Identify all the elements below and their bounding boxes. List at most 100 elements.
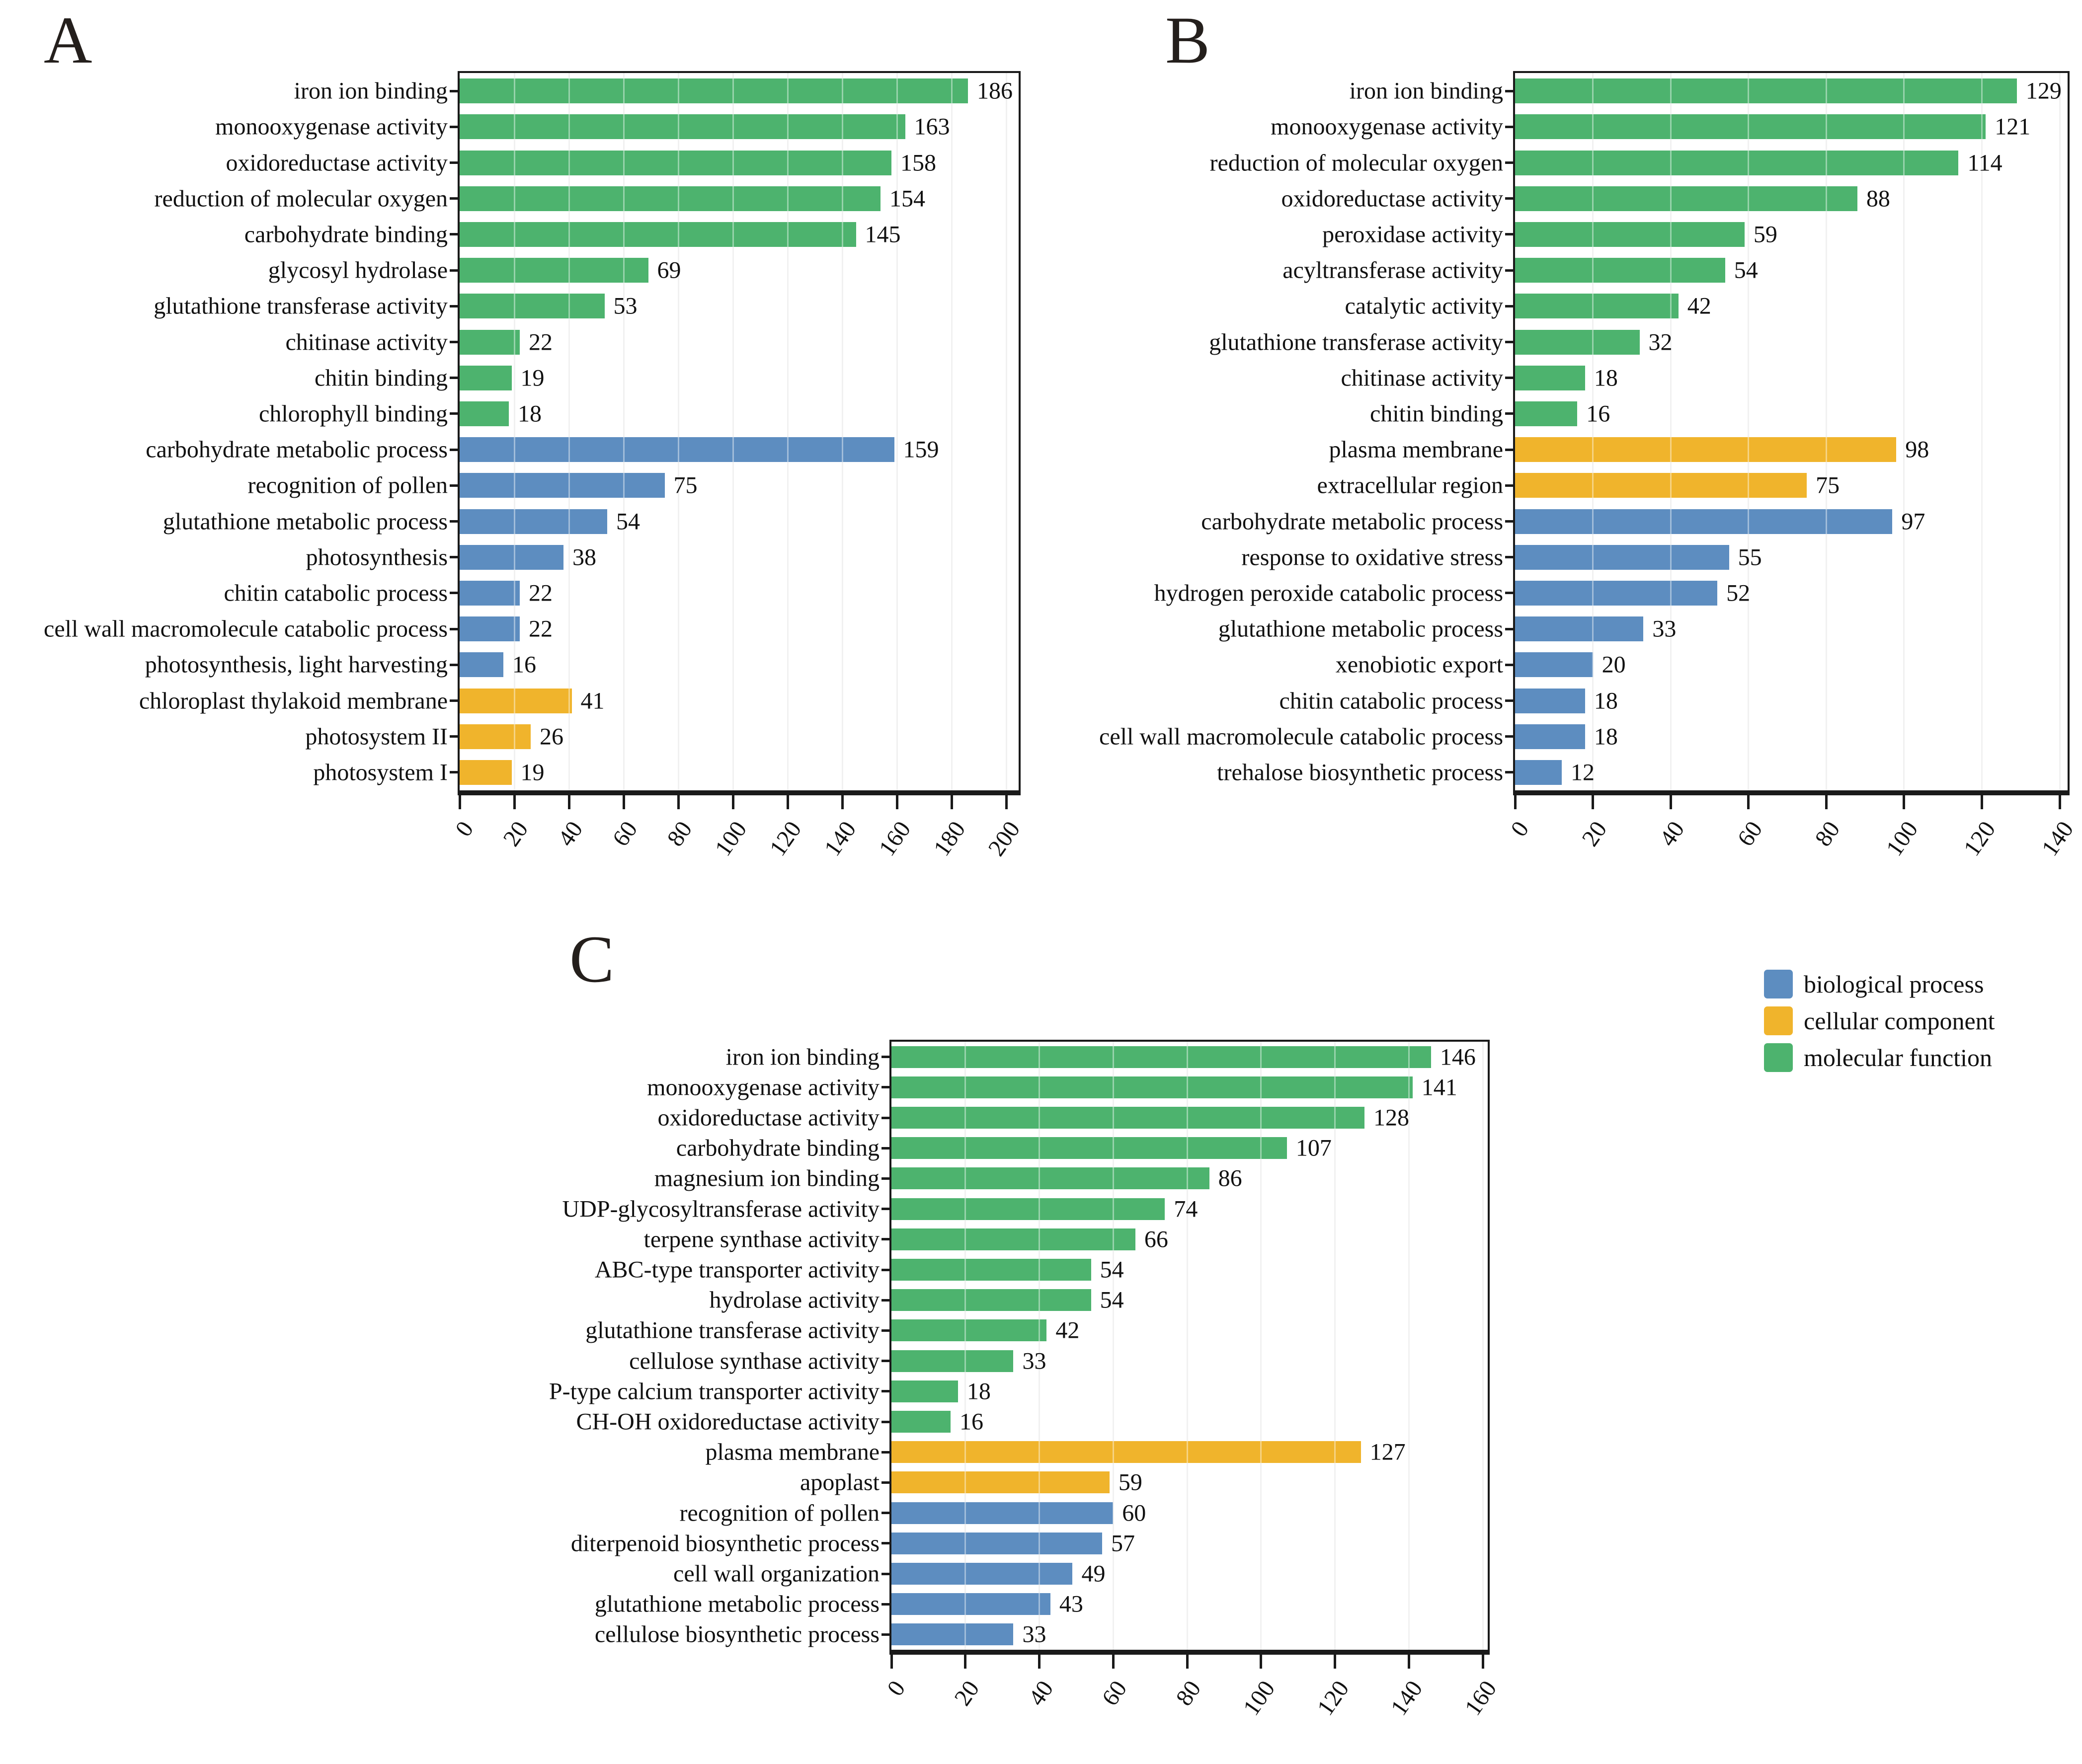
x-tick-label: 40 [1023,1676,1058,1711]
y-tick [1505,663,1515,666]
y-tick [881,1512,891,1515]
bar-label: magnesium ion binding [654,1165,880,1192]
x-tick [1038,1655,1041,1669]
gridline [568,73,570,790]
bar-label: peroxidase activity [1322,221,1503,248]
bar [1515,401,1578,426]
bar [1515,150,1959,175]
bar-value: 145 [865,221,901,248]
bar-value: 18 [518,400,542,427]
bar [460,150,891,175]
gridline [732,73,734,790]
bar [891,1228,1135,1250]
bar-label: acyltransferase activity [1282,257,1503,284]
x-tick-label: 60 [607,816,643,851]
bar-label: recognition of pollen [679,1500,880,1527]
gridline [1825,73,1827,790]
bar-value: 59 [1753,221,1777,248]
bar [460,437,894,462]
go-barchart-panel-c: iron ion binding 146 monooxygenase activit… [549,1040,1502,1720]
gridline [2059,73,2061,790]
y-tick [1505,699,1515,702]
x-tick-label: 180 [928,816,971,861]
bar-label: photosynthesis, light harvesting [145,651,448,678]
bar-label: iron ion binding [1349,77,1503,104]
bar [460,760,512,785]
bar-value: 18 [1594,365,1618,391]
legend-item-cellular-component: cellular component [1764,1006,1995,1035]
x-tick [895,795,898,809]
y-tick [881,1177,891,1180]
panel-label-b: B [1165,3,1210,77]
bar-label: plasma membrane [1329,436,1503,463]
x-tick [567,795,570,809]
gridline [677,73,679,790]
bar-value: 75 [1816,472,1840,499]
bar [891,1198,1165,1220]
bar-value: 60 [1122,1500,1146,1527]
x-tick [1825,795,1828,809]
bar-label: cell wall macromolecule catabolic proces… [1099,723,1503,750]
y-tick [450,556,460,559]
y-tick [1505,377,1515,380]
gridline [1039,1042,1040,1650]
gridline [841,73,843,790]
legend-item-biological-process: biological process [1764,970,1995,998]
bar [1515,437,1897,462]
bar [891,1532,1102,1554]
bar-value: 22 [529,580,553,607]
bar [891,1441,1361,1463]
bar-value: 33 [1652,615,1677,642]
y-tick [881,1056,891,1059]
bar-value: 127 [1369,1439,1406,1465]
y-tick [450,197,460,200]
x-tick-label: 100 [1238,1676,1280,1720]
bar [891,1502,1114,1524]
gridline [1981,73,1983,790]
bar-label: diterpenoid biosynthetic process [570,1530,880,1557]
y-tick [881,1360,891,1363]
bar-label: apoplast [800,1469,880,1496]
gridline [2059,73,2061,790]
y-tick [881,1390,891,1393]
bar-value: 55 [1738,544,1762,571]
y-tick [881,1451,891,1454]
gridline [1005,73,1007,790]
bar-label: monooxygenase activity [647,1074,880,1101]
legend-label: cellular component [1804,1007,1995,1035]
y-tick [450,269,460,272]
bar-value: 18 [966,1378,991,1405]
y-tick [1505,592,1515,595]
bar-value: 59 [1118,1469,1142,1496]
bar-value: 74 [1174,1196,1198,1223]
gridline [1260,1042,1262,1650]
bar [1515,652,1593,678]
panel-label-a: A [44,3,92,77]
gridline [787,73,789,790]
x-tick [1747,795,1750,809]
bar-label: ABC-type transporter activity [594,1256,880,1283]
bar-value: 32 [1648,329,1673,355]
y-tick [881,1116,891,1119]
bar [891,1471,1110,1494]
bar-value: 53 [613,293,638,319]
bar-label: CH-OH oxidoreductase activity [576,1408,880,1435]
bar-label: terpene synthase activity [643,1226,880,1253]
gridline [896,73,898,790]
bar [460,258,648,283]
y-tick [881,1147,891,1150]
gridline [787,73,789,790]
bar-label: cell wall organization [673,1560,880,1587]
bar [460,114,905,140]
y-tick [450,771,460,774]
bar-value: 88 [1866,185,1890,212]
y-tick [450,592,460,595]
y-tick [1505,233,1515,236]
bar-label: glycosyl hydrolase [268,257,448,284]
bar [891,1380,958,1402]
bar-label: iron ion binding [725,1044,880,1071]
bar [891,1411,951,1433]
bar-value: 154 [889,185,925,212]
bar [891,1289,1091,1311]
